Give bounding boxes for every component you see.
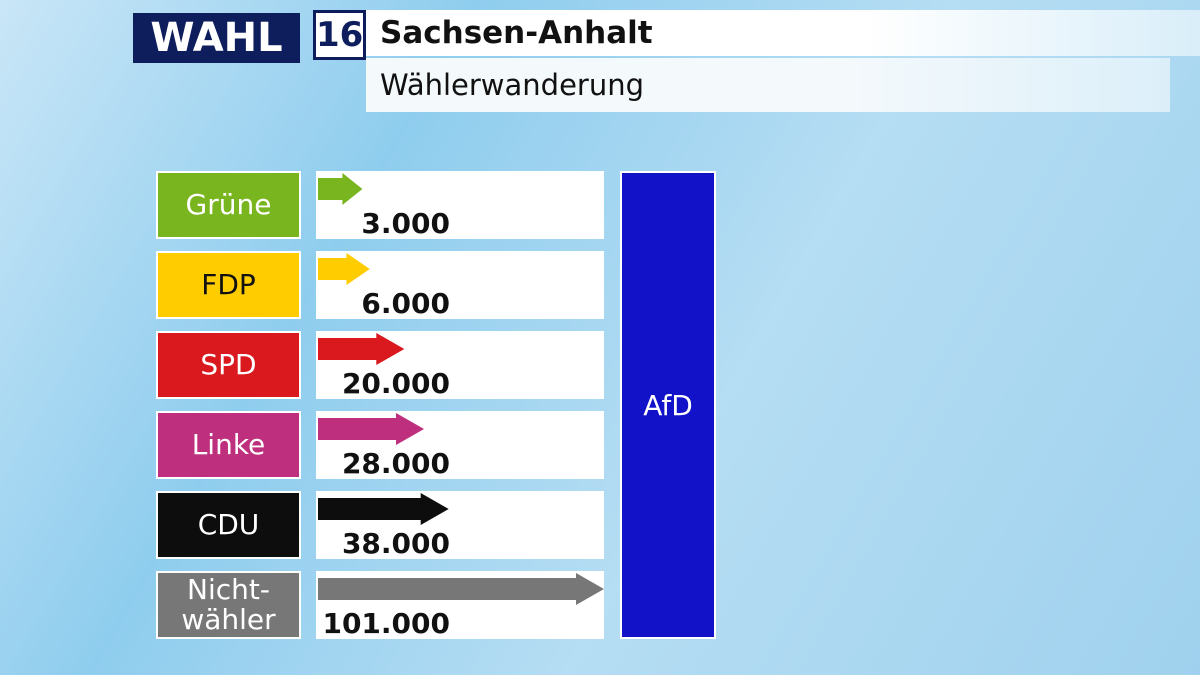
value-label: 28.000 [341,447,450,480]
flow-arrow [318,413,425,445]
category-label: Linke [156,411,301,479]
row-panel [316,171,604,239]
flow-arrow [318,173,363,205]
flow-arrow [318,253,370,285]
value-label: 6.000 [361,287,450,320]
value-label: 3.000 [361,207,450,240]
category-label: Nicht- wähler [156,571,301,639]
logo: WAHL [133,13,300,63]
logo-number: 16 [313,10,366,60]
flow-arrow [318,493,449,525]
category-label: CDU [156,491,301,559]
target-box: AfD [620,171,716,639]
category-label: Grüne [156,171,301,239]
flow-arrow [318,573,604,605]
value-label: 38.000 [341,527,450,560]
category-label: SPD [156,331,301,399]
flow-arrow [318,333,405,365]
subtitle: Wählerwanderung [366,58,1170,112]
value-label: 101.000 [322,607,450,640]
title: Sachsen-Anhalt [366,10,1200,56]
category-label: FDP [156,251,301,319]
value-label: 20.000 [341,367,450,400]
row-panel [316,251,604,319]
